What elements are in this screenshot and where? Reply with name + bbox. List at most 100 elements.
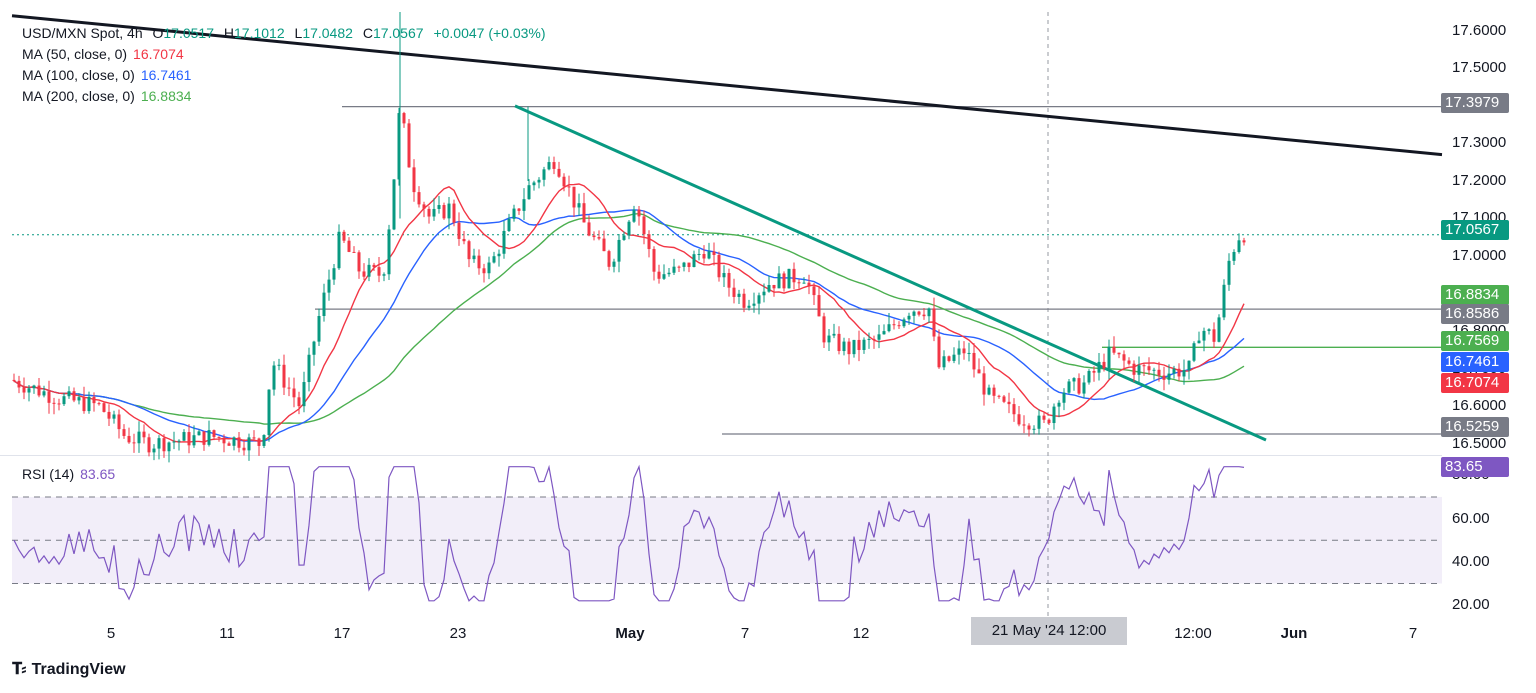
candle-body [312, 341, 316, 355]
candle-body [862, 339, 866, 350]
candle-body [632, 209, 636, 222]
candle-body [82, 397, 86, 412]
candle-body [22, 387, 26, 393]
candle-body [1102, 361, 1106, 369]
candle-body [442, 205, 446, 219]
candle-body [662, 274, 666, 279]
candle-body [262, 435, 266, 446]
high-value: 17.1012 [234, 25, 285, 41]
symbol-legend: USD/MXN Spot, 4h O17.0517 H17.1012 L17.0… [22, 24, 552, 42]
ma200-legend: MA (200, close, 0) 16.8834 [22, 87, 197, 105]
candle-body [1167, 373, 1171, 380]
candle-body [1042, 415, 1046, 420]
candle-body [697, 253, 701, 255]
candle-body [677, 266, 681, 268]
candle-body [917, 311, 921, 315]
candle-body [327, 279, 331, 293]
candle-body [982, 373, 986, 395]
candle-body [822, 316, 826, 343]
candle-body [742, 293, 746, 308]
candle-body [232, 437, 236, 446]
candle-body [857, 339, 861, 350]
candle-body [517, 208, 521, 211]
candle-body [492, 256, 496, 263]
candle-body [372, 264, 376, 268]
ma100-line [13, 209, 1245, 442]
candle-body [972, 352, 976, 370]
candle-body [1002, 396, 1006, 402]
candle-body [92, 396, 96, 404]
candle-body [97, 403, 101, 405]
candle-body [477, 255, 481, 269]
time-tick-label: Jun [1280, 625, 1308, 642]
candle-body [487, 262, 491, 274]
candle-body [687, 262, 691, 267]
time-tick-label: 5 [106, 625, 116, 642]
price-tick-label: 17.6000 [1452, 21, 1507, 39]
level-badge-16-8586: 16.8586 [1441, 304, 1509, 324]
candle-body [47, 391, 51, 403]
candle-body [147, 437, 151, 453]
candle-body [642, 216, 646, 235]
tradingview-branding[interactable]: 𝐓⸗ TradingView [12, 661, 126, 679]
candle-body [377, 267, 381, 276]
candle-body [997, 395, 1001, 397]
candle-body [272, 365, 276, 390]
candle-body [177, 440, 181, 442]
candle-body [727, 272, 731, 288]
price-tick-label: 16.6000 [1452, 397, 1507, 415]
candle-body [947, 356, 951, 361]
tradingview-logo-icon: 𝐓⸗ [12, 661, 27, 678]
rsi-path [13, 464, 1245, 602]
ma50-label: MA (50, close, 0) [22, 46, 128, 62]
candle-body [737, 293, 741, 297]
candle-body [142, 431, 146, 438]
candle-body [757, 295, 761, 304]
candle-body [977, 369, 981, 374]
candle-body [237, 437, 241, 448]
candle-body [277, 364, 281, 366]
candle-body [202, 431, 206, 445]
candle-body [57, 403, 61, 405]
crosshair-time-label: 21 May '24 12:00 [971, 617, 1127, 645]
rsi-label: RSI (14) [22, 466, 75, 482]
time-tick-label: 11 [219, 625, 235, 642]
candle-body [527, 185, 531, 200]
candle-body [422, 204, 426, 209]
candle-body [1112, 346, 1116, 353]
price-tick-label: 16.5000 [1452, 434, 1507, 452]
candle-body [847, 341, 851, 355]
candle-body [187, 432, 191, 446]
candle-body [1127, 360, 1131, 364]
candle-body [77, 397, 81, 401]
rsi-band [12, 496, 1442, 585]
candle-body [602, 238, 606, 252]
candle-body [227, 443, 231, 446]
candle-body [387, 229, 391, 275]
candle-body [912, 311, 916, 316]
branding-text: TradingView [31, 661, 126, 678]
candle-body [927, 308, 931, 317]
candle-body [597, 237, 601, 239]
candle-body [1052, 406, 1056, 424]
candle-body [282, 364, 286, 388]
candle-body [887, 324, 891, 332]
candle-body [567, 186, 571, 188]
candle-body [1172, 368, 1176, 374]
candle-body [352, 251, 356, 253]
low-value: 17.0482 [302, 25, 353, 41]
candle-body [172, 441, 176, 443]
candle-body [1162, 375, 1166, 380]
candle-body [1157, 369, 1161, 376]
candle-body [17, 380, 21, 388]
candle-body [582, 203, 586, 223]
candle-body [1057, 402, 1061, 407]
candle-body [322, 292, 326, 317]
candle-body [317, 316, 321, 342]
candle-body [67, 391, 71, 397]
symbol-title: USD/MXN Spot, 4h [22, 25, 143, 41]
candle-body [832, 333, 836, 336]
candle-body [802, 282, 806, 284]
